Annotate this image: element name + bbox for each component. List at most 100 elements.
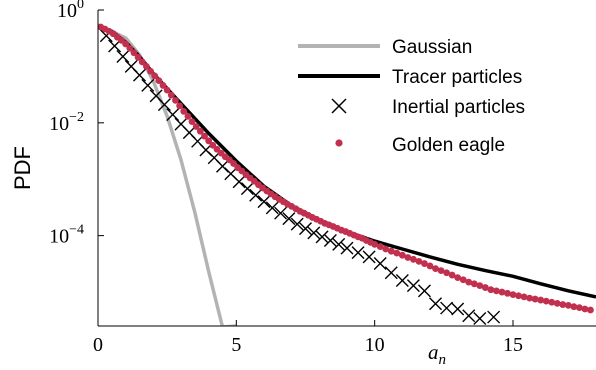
series-golden-eagle-point bbox=[192, 123, 200, 130]
series-inertial-particles-point bbox=[257, 195, 271, 209]
series-inertial-particles-point bbox=[157, 98, 171, 112]
series-golden-eagle-point bbox=[520, 293, 528, 301]
series-inertial-particles-point bbox=[141, 78, 155, 92]
series-gaussian-line bbox=[98, 23, 237, 326]
series-golden-eagle-point bbox=[493, 287, 500, 295]
y-tick-label-exponent: 0 bbox=[77, 0, 84, 12]
series-inertial-particles-point bbox=[395, 274, 409, 288]
plot-area bbox=[98, 10, 596, 326]
series-inertial-particles-point bbox=[249, 188, 263, 202]
series-inertial-particles-point bbox=[323, 233, 337, 247]
series-inertial-particles-point bbox=[487, 310, 501, 324]
series-inertial-particles-point bbox=[417, 284, 431, 298]
legend: Gaussian Tracer particles Inertial parti… bbox=[298, 37, 525, 156]
series-inertial-particles-point bbox=[473, 311, 487, 325]
series-inertial-particles-point bbox=[116, 49, 130, 63]
series-golden-eagle-point bbox=[570, 303, 578, 311]
series-inertial-particles-point bbox=[232, 175, 246, 189]
series-inertial-particles-point bbox=[240, 182, 254, 196]
x-tick-label: 0 bbox=[93, 334, 103, 356]
series-inertial-particles-point bbox=[299, 222, 312, 236]
series-golden-eagle-point bbox=[176, 102, 184, 110]
y-tick-label-base: 10 bbox=[57, 0, 77, 22]
y-tick-label-base: 10 bbox=[49, 226, 69, 248]
series-golden-eagle-point bbox=[437, 267, 445, 274]
series-golden-eagle-point bbox=[509, 291, 517, 299]
series-golden-eagle-point bbox=[553, 299, 561, 307]
series-inertial-particles-point bbox=[362, 250, 376, 264]
series-inertial-particles-point bbox=[440, 301, 454, 315]
series-golden-eagle-point bbox=[459, 276, 467, 284]
series-golden-eagle-point bbox=[159, 82, 167, 89]
series-inertial-particles-point bbox=[351, 246, 365, 260]
series-golden-eagle-point bbox=[481, 284, 489, 291]
series-golden-eagle-point bbox=[188, 118, 196, 126]
series-golden-eagle-point bbox=[147, 67, 154, 75]
series-golden-eagle-point bbox=[515, 292, 522, 300]
x-axis-title: an bbox=[428, 340, 446, 368]
series-golden-eagle-point bbox=[382, 245, 390, 253]
series-golden-eagle-point bbox=[196, 127, 204, 135]
y-tick-label: 10−4 bbox=[49, 223, 84, 248]
series-inertial-particles-point bbox=[373, 257, 387, 271]
series-golden-eagle-point bbox=[564, 301, 572, 309]
series-inertial-particles-point bbox=[274, 206, 288, 220]
series-golden-eagle-point bbox=[172, 96, 179, 104]
x-tick-label: 15 bbox=[503, 334, 523, 356]
series-golden-eagle-point bbox=[201, 132, 208, 140]
series-inertial-particles-point bbox=[133, 68, 146, 82]
series-golden-eagle-point bbox=[498, 288, 506, 296]
series-inertial-particles-point bbox=[315, 230, 329, 244]
series-golden-eagle-point bbox=[376, 243, 384, 250]
series-golden-eagle-point bbox=[476, 282, 484, 290]
y-tick-label-base: 10 bbox=[49, 113, 69, 135]
legend-label-tracer-particles: Tracer particles bbox=[392, 67, 522, 88]
series-golden-eagle-point bbox=[184, 112, 192, 120]
series-inertial-particles-point bbox=[429, 297, 443, 311]
y-tick-label: 10−2 bbox=[49, 110, 84, 135]
series-inertial-particles-point bbox=[384, 266, 398, 280]
series-golden-eagle-point bbox=[448, 271, 456, 279]
series-golden-eagle-point bbox=[230, 160, 237, 167]
series-golden-eagle-point bbox=[421, 260, 428, 267]
series-golden-eagle-point bbox=[504, 289, 511, 297]
series-layer bbox=[98, 23, 596, 326]
series-golden-eagle-point bbox=[587, 306, 594, 314]
series-golden-eagle-point bbox=[432, 265, 439, 273]
series-golden-eagle-point bbox=[122, 40, 130, 48]
series-golden-eagle-point bbox=[470, 280, 478, 288]
series-inertial-particles-point bbox=[166, 108, 180, 122]
series-golden-eagle-point bbox=[542, 297, 550, 305]
series-golden-eagle-point bbox=[180, 107, 188, 115]
series-golden-eagle-point bbox=[143, 63, 150, 70]
legend-swatch-golden-eagle bbox=[335, 139, 343, 147]
y-tick-label-exponent: −2 bbox=[69, 110, 84, 125]
series-inertial-particles-point bbox=[462, 309, 476, 323]
series-golden-eagle-point bbox=[410, 255, 417, 263]
series-golden-eagle-point bbox=[537, 296, 545, 304]
series-inertial-particles-point bbox=[282, 212, 296, 226]
series-golden-eagle-point bbox=[576, 304, 583, 311]
y-axis-title: PDF bbox=[10, 146, 35, 190]
series-golden-eagle-point bbox=[426, 262, 434, 270]
series-golden-eagle-point bbox=[130, 49, 138, 57]
series-inertial-particles-point bbox=[307, 226, 321, 240]
series-golden-eagle-point bbox=[138, 58, 146, 66]
series-golden-eagle-point bbox=[134, 53, 142, 61]
series-golden-eagle-point bbox=[454, 274, 462, 282]
x-axis-title-sub: n bbox=[439, 352, 447, 368]
x-ticks: 0 5 10 15 bbox=[93, 320, 523, 356]
series-golden-eagle-point bbox=[205, 137, 213, 145]
series-golden-eagle-point bbox=[531, 295, 539, 303]
x-tick-label: 10 bbox=[365, 334, 385, 356]
series-golden-eagle-point bbox=[163, 86, 171, 94]
series-inertial-particles-point bbox=[332, 237, 346, 251]
series-golden-eagle-point bbox=[465, 278, 473, 286]
y-tick-label-exponent: −4 bbox=[69, 223, 84, 238]
series-golden-eagle-point bbox=[526, 294, 533, 302]
series-golden-eagle-point bbox=[155, 77, 163, 85]
series-inertial-particles-point bbox=[340, 241, 354, 255]
series-golden-eagle-point bbox=[404, 254, 412, 261]
